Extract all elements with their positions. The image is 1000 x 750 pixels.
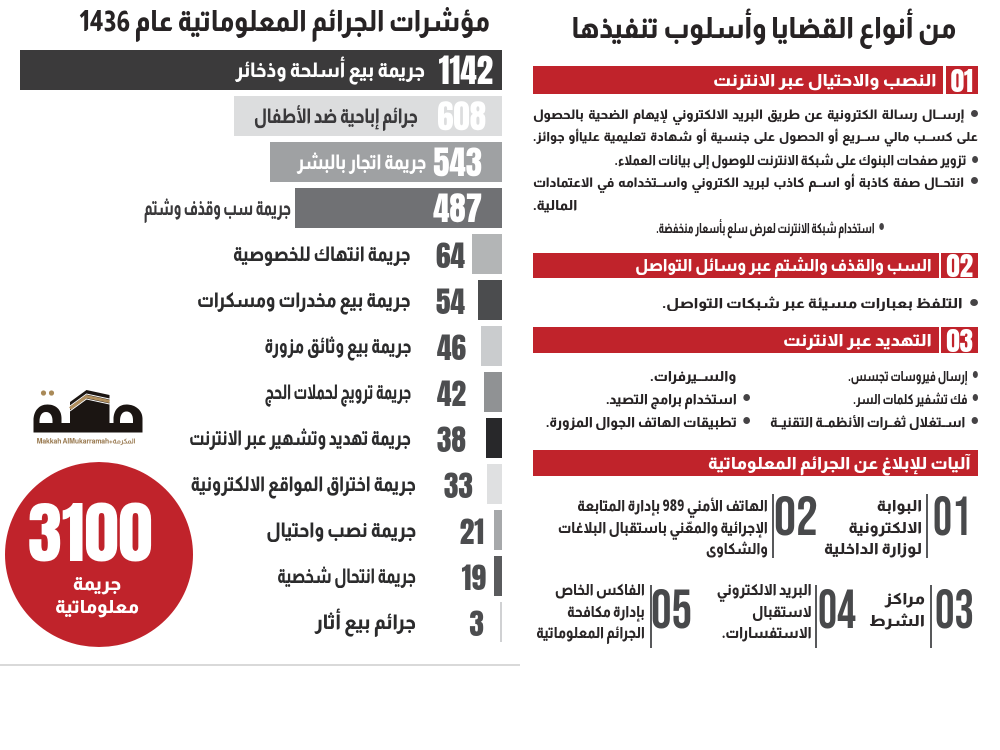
svg-text:Makkah AlMukarramah+المكرمة: Makkah AlMukarramah+المكرمة bbox=[37, 438, 136, 446]
